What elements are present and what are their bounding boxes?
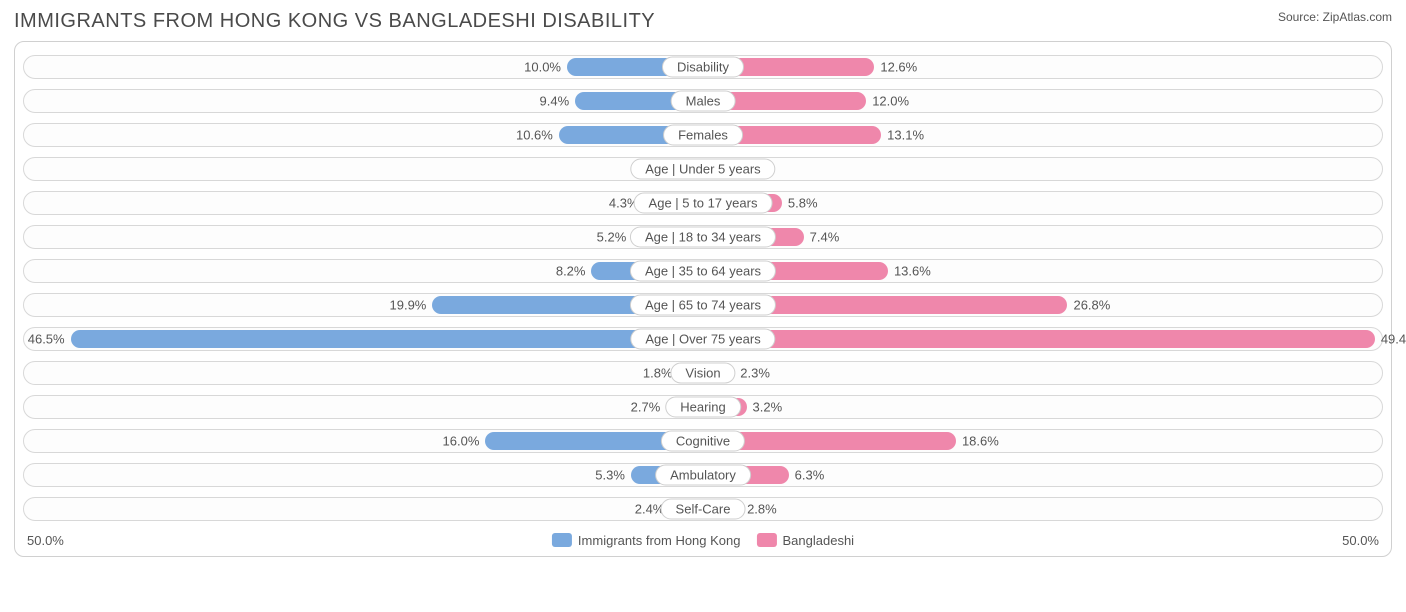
chart-area: 10.0%12.6%Disability9.4%12.0%Males10.6%1… bbox=[14, 41, 1392, 557]
chart-row: 19.9% 26.8% Age | 65 to 74 years bbox=[23, 290, 1383, 320]
value-right: 13.1% bbox=[887, 128, 924, 143]
chart-row: 10.0% 12.6% Disability bbox=[23, 52, 1383, 82]
chart-row: 8.2% 13.6% Age | 35 to 64 years bbox=[23, 256, 1383, 286]
category-pill: Hearing bbox=[665, 397, 741, 418]
chart-row: 1.8% 2.3% Vision bbox=[23, 358, 1383, 388]
value-left: 1.8% bbox=[643, 366, 673, 381]
source-label: Source: ZipAtlas.com bbox=[1278, 10, 1392, 24]
chart-title: IMMIGRANTS FROM HONG KONG VS BANGLADESHI… bbox=[14, 10, 655, 33]
header: IMMIGRANTS FROM HONG KONG VS BANGLADESHI… bbox=[14, 10, 1392, 33]
legend-item-left: Immigrants from Hong Kong bbox=[552, 533, 741, 548]
value-right: 18.6% bbox=[962, 434, 999, 449]
category-pill: Age | 35 to 64 years bbox=[630, 261, 776, 282]
bar-right bbox=[703, 330, 1375, 348]
legend-right-label: Bangladeshi bbox=[783, 533, 855, 548]
category-pill: Self-Care bbox=[661, 499, 746, 520]
legend-item-right: Bangladeshi bbox=[757, 533, 855, 548]
value-right: 6.3% bbox=[795, 468, 825, 483]
value-left: 5.2% bbox=[597, 230, 627, 245]
value-right: 2.3% bbox=[740, 366, 770, 381]
chart-row: 5.2% 7.4% Age | 18 to 34 years bbox=[23, 222, 1383, 252]
value-left: 19.9% bbox=[390, 298, 427, 313]
category-pill: Age | Under 5 years bbox=[630, 159, 775, 180]
chart-row: 16.0% 18.6% Cognitive bbox=[23, 426, 1383, 456]
category-pill: Disability bbox=[662, 57, 744, 78]
axis-left-label: 50.0% bbox=[27, 533, 64, 548]
value-left: 2.7% bbox=[631, 400, 661, 415]
axis-right-label: 50.0% bbox=[1342, 533, 1379, 548]
value-left: 16.0% bbox=[443, 434, 480, 449]
value-right: 3.2% bbox=[753, 400, 783, 415]
value-right: 5.8% bbox=[788, 196, 818, 211]
legend: Immigrants from Hong Kong Bangladeshi bbox=[552, 533, 854, 548]
value-right: 49.4% bbox=[1381, 332, 1406, 347]
value-right: 26.8% bbox=[1073, 298, 1110, 313]
value-right: 12.6% bbox=[880, 60, 917, 75]
value-left: 10.6% bbox=[516, 128, 553, 143]
value-right: 2.8% bbox=[747, 502, 777, 517]
chart-row: 2.4%2.8%Self-Care bbox=[23, 494, 1383, 524]
value-left: 5.3% bbox=[595, 468, 625, 483]
category-pill: Age | 65 to 74 years bbox=[630, 295, 776, 316]
chart-row: 0.95%1.3%Age | Under 5 years bbox=[23, 154, 1383, 184]
category-pill: Males bbox=[671, 91, 736, 112]
value-left: 46.5% bbox=[28, 332, 65, 347]
category-pill: Ambulatory bbox=[655, 465, 751, 486]
value-left: 10.0% bbox=[524, 60, 561, 75]
legend-left-label: Immigrants from Hong Kong bbox=[578, 533, 741, 548]
value-left: 8.2% bbox=[556, 264, 586, 279]
value-right: 7.4% bbox=[810, 230, 840, 245]
category-pill: Age | Over 75 years bbox=[630, 329, 775, 350]
value-right: 12.0% bbox=[872, 94, 909, 109]
chart-row: 10.6% 13.1% Females bbox=[23, 120, 1383, 150]
swatch-right bbox=[757, 533, 777, 547]
category-pill: Cognitive bbox=[661, 431, 745, 452]
category-pill: Age | 5 to 17 years bbox=[634, 193, 773, 214]
chart-row: 2.7% 3.2% Hearing bbox=[23, 392, 1383, 422]
category-pill: Females bbox=[663, 125, 743, 146]
bar-left bbox=[71, 330, 703, 348]
chart-footer: 50.0% Immigrants from Hong Kong Banglade… bbox=[23, 528, 1383, 552]
chart-row: 9.4% 12.0% Males bbox=[23, 86, 1383, 116]
value-left: 9.4% bbox=[540, 94, 570, 109]
chart-row: 46.5%49.4%Age | Over 75 years bbox=[23, 324, 1383, 354]
chart-row: 4.3%5.8%Age | 5 to 17 years bbox=[23, 188, 1383, 218]
category-pill: Vision bbox=[670, 363, 735, 384]
swatch-left bbox=[552, 533, 572, 547]
value-right: 13.6% bbox=[894, 264, 931, 279]
rows-container: 10.0%12.6%Disability9.4%12.0%Males10.6%1… bbox=[23, 52, 1383, 524]
chart-row: 5.3% 6.3% Ambulatory bbox=[23, 460, 1383, 490]
category-pill: Age | 18 to 34 years bbox=[630, 227, 776, 248]
